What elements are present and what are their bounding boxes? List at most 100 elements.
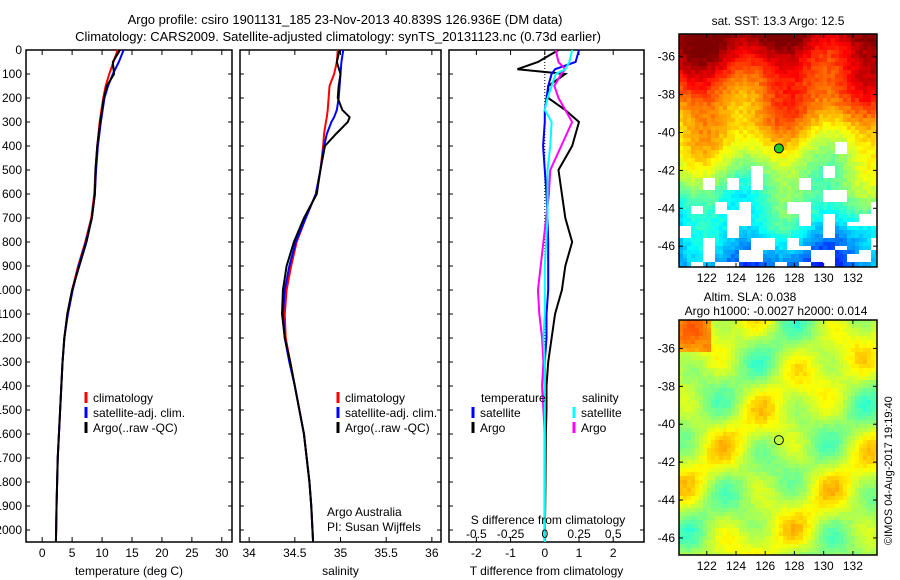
x-tick-label: 130 — [814, 271, 834, 285]
x-tick-label: -1 — [505, 546, 516, 560]
x2-tick-label: 0 — [541, 527, 548, 541]
legend-label: Argo(..raw -QC) — [345, 421, 430, 435]
temperature-panel: 0100200300400500600700800900100011001200… — [0, 43, 233, 578]
x-tick-label: -2 — [471, 546, 482, 560]
sla-map-title: Altim. SLA: 0.038 — [704, 290, 797, 304]
x-tick-label: 10 — [95, 546, 109, 560]
title-line-2: Climatology: CARS2009. Satellite-adjuste… — [75, 29, 601, 44]
series-s-argo — [536, 49, 574, 542]
y-tick-label: 1100 — [0, 307, 22, 321]
map-frame — [678, 33, 878, 268]
difference-panel: -2 -1 0 1 2 T difference from climatology -0.5… — [448, 49, 645, 578]
x-tick-label: 128 — [784, 559, 804, 573]
x-tick-label: 128 — [784, 271, 804, 285]
x-axis-label: salinity — [322, 564, 359, 578]
x-tick-label: 2 — [610, 546, 617, 560]
map-cells — [679, 320, 877, 555]
y-tick-label: -44 — [658, 493, 676, 507]
x-tick-label: 122 — [697, 559, 717, 573]
x-tick-label: 126 — [755, 271, 775, 285]
argo-position-marker — [773, 435, 784, 446]
x-tick-label: 124 — [726, 559, 746, 573]
legend-label: satellite — [480, 406, 521, 420]
y-tick-label: 0 — [15, 43, 22, 57]
plot-frame — [239, 49, 442, 543]
y-tick-label: 1200 — [0, 331, 22, 345]
series-argo — [54, 49, 121, 543]
y-tick-label: 500 — [2, 163, 22, 177]
legend-label: satellite-adj. clim. — [345, 406, 437, 420]
legend-label: satellite — [581, 406, 622, 420]
series-climatology — [54, 49, 119, 543]
sla-map-subtitle: Argo h1000: -0.0027 h2000: 0.014 — [685, 304, 868, 318]
y-tick-label: -46 — [658, 531, 676, 545]
legend-label: Argo — [581, 421, 607, 435]
x-tick-label: 130 — [814, 559, 834, 573]
annotation-pi: PI: Susan Wijffels — [327, 520, 421, 534]
series-argo — [281, 49, 351, 543]
y-tick-label: 2000 — [0, 523, 22, 537]
plot-frame — [25, 49, 233, 543]
x-tick-label: 34 — [242, 546, 256, 560]
x2-tick-label: -0.5 — [466, 527, 487, 541]
y-tick-label: 200 — [2, 91, 22, 105]
y-tick-label: 900 — [2, 259, 22, 273]
x2-axis-label: S difference from climatology — [471, 513, 626, 527]
x-tick-label: 30 — [215, 546, 229, 560]
series-satellite — [281, 49, 345, 543]
x-tick-label: 122 — [697, 271, 717, 285]
sst-map: 122 124 126 128 130 132 -36 -38 -40 -42 -44 -46 sat.… — [658, 14, 878, 285]
y-tick-label: -38 — [658, 88, 676, 102]
x-tick-label: 35.5 — [375, 546, 399, 560]
y-tick-label: 300 — [2, 115, 22, 129]
argo-position-marker — [773, 143, 784, 154]
y-tick-label: 600 — [2, 187, 22, 201]
y-tick-label: 1800 — [0, 475, 22, 489]
x-tick-label: 0 — [39, 546, 46, 560]
legend-label: Argo — [480, 421, 506, 435]
y-tick-label: -42 — [658, 455, 676, 469]
title-line-1: Argo profile: csiro 1901131_185 23-Nov-2… — [128, 12, 563, 27]
series-s-satellite — [542, 49, 574, 542]
x2-tick-label: -0.25 — [497, 527, 525, 541]
legend-header-salinity: salinity — [582, 391, 619, 405]
series-satellite — [54, 49, 125, 543]
y-tick-label: -36 — [658, 50, 676, 64]
y-tick-label: -42 — [658, 163, 676, 177]
y-tick-label: 1500 — [0, 403, 22, 417]
legend-label: satellite-adj. clim. — [93, 406, 185, 420]
x-tick-label: 126 — [755, 559, 775, 573]
sst-map-title: sat. SST: 13.3 Argo: 12.5 — [712, 14, 845, 28]
legend-label: climatology — [345, 391, 405, 405]
x-tick-label: 0 — [541, 546, 548, 560]
y-tick-label: -38 — [658, 379, 676, 393]
y-tick-label: -46 — [658, 239, 676, 253]
y-tick-label: -40 — [658, 417, 676, 431]
y-tick-label: 1000 — [0, 283, 22, 297]
x-tick-label: 25 — [185, 546, 199, 560]
y-tick-label: -44 — [658, 201, 676, 215]
map-frame — [678, 319, 878, 556]
y-tick-label: 1900 — [0, 499, 22, 513]
x2-tick-label: 0.5 — [605, 527, 622, 541]
x-axis-label: temperature (deg C) — [75, 564, 183, 578]
x-tick-label: 34.5 — [283, 546, 307, 560]
y-tick-label: 700 — [2, 211, 22, 225]
y-tick-label: 1700 — [0, 451, 22, 465]
legend-label: Argo(..raw -QC) — [93, 421, 178, 435]
x-tick-label: 132 — [843, 271, 863, 285]
y-tick-label: 800 — [2, 235, 22, 249]
x-axis-label: T difference from climatology — [470, 564, 624, 578]
y-tick-label: 1400 — [0, 379, 22, 393]
legend-header-temperature: temperature — [481, 391, 546, 405]
map-cells — [679, 34, 877, 267]
annotation-institution: Argo Australia — [327, 505, 402, 519]
x-tick-label: 20 — [155, 546, 169, 560]
plot-frame — [448, 49, 645, 543]
salinity-panel: 34 34.5 35 35.5 36 salinity climatologysatelli… — [239, 49, 442, 578]
y-tick-label: 1600 — [0, 427, 22, 441]
y-tick-label: 400 — [2, 139, 22, 153]
x-tick-label: 36 — [425, 546, 439, 560]
x-tick-label: 1 — [576, 546, 583, 560]
